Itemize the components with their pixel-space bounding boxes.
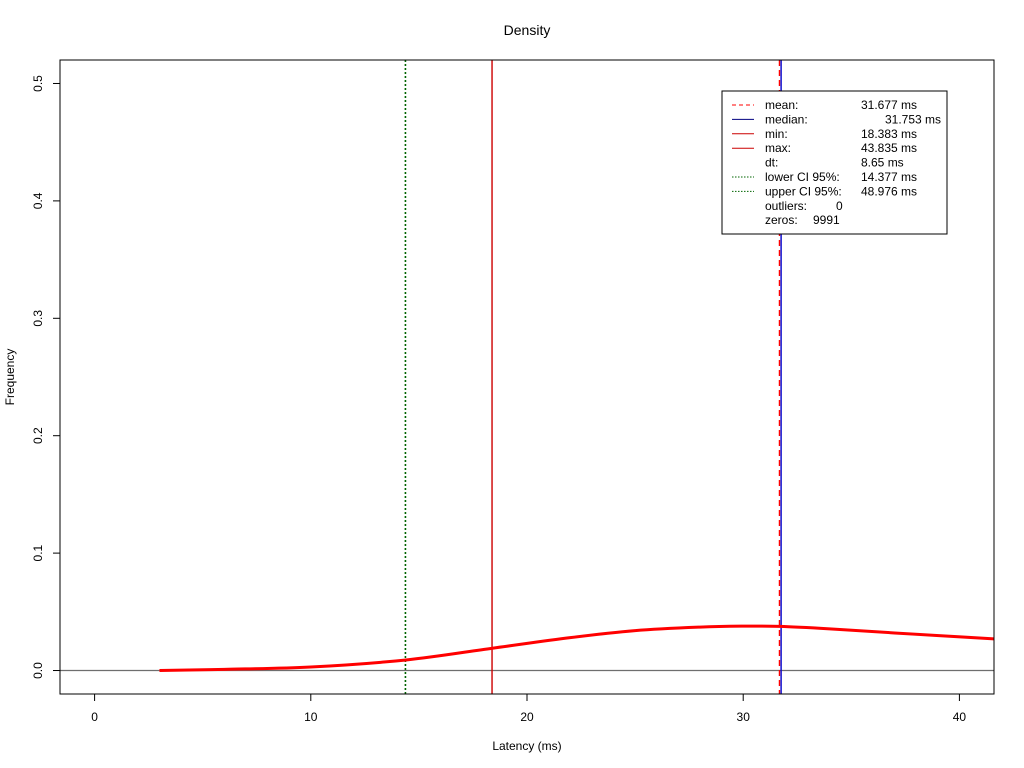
legend-value: 18.383 ms xyxy=(861,127,917,141)
chart-title: Density xyxy=(504,22,551,38)
legend-value: 9991 xyxy=(813,213,840,227)
y-tick-label: 0.0 xyxy=(31,662,45,679)
legend-value: 43.835 ms xyxy=(861,141,917,155)
density-curve-0 xyxy=(159,624,995,673)
y-tick-label: 0.3 xyxy=(31,310,45,327)
x-tick-label: 10 xyxy=(304,710,318,724)
x-axis: 0 10 20 30 40 xyxy=(91,693,967,724)
legend-label: zeros: xyxy=(765,213,798,227)
legend-label: outliers: xyxy=(765,199,807,213)
legend-value: 31.753 ms xyxy=(885,112,941,126)
y-axis: 0.0 0.1 0.2 0.3 0.4 0.5 xyxy=(31,75,61,679)
y-axis-label: Frequency xyxy=(3,349,17,406)
legend-label: dt: xyxy=(765,156,778,170)
legend-value: 31.677 ms xyxy=(861,98,917,112)
legend-value: 8.65 ms xyxy=(861,156,904,170)
legend-label: lower CI 95%: xyxy=(765,170,840,184)
x-tick-label: 0 xyxy=(91,710,98,724)
x-tick-label: 30 xyxy=(737,710,751,724)
legend-box xyxy=(721,90,948,235)
legend-value: 48.976 ms xyxy=(861,184,917,198)
legend-value: 0 xyxy=(836,199,843,213)
legend-label: median: xyxy=(765,112,808,126)
legend-label: max: xyxy=(765,141,791,155)
y-tick-label: 0.5 xyxy=(31,75,45,92)
x-tick-label: 20 xyxy=(520,710,534,724)
legend-value: 14.377 ms xyxy=(861,170,917,184)
legend-label: mean: xyxy=(765,98,798,112)
x-axis-label: Latency (ms) xyxy=(492,739,561,753)
density-curve-group xyxy=(159,624,995,673)
legend-label: min: xyxy=(765,127,788,141)
x-tick-label: 40 xyxy=(953,710,967,724)
legend: mean: 31.677 ms median: 31.753 ms min: 18.383… xyxy=(721,90,948,235)
y-tick-label: 0.2 xyxy=(31,427,45,444)
y-tick-label: 0.1 xyxy=(31,544,45,561)
y-tick-label: 0.4 xyxy=(31,192,45,209)
legend-label: upper CI 95%: xyxy=(765,184,842,198)
